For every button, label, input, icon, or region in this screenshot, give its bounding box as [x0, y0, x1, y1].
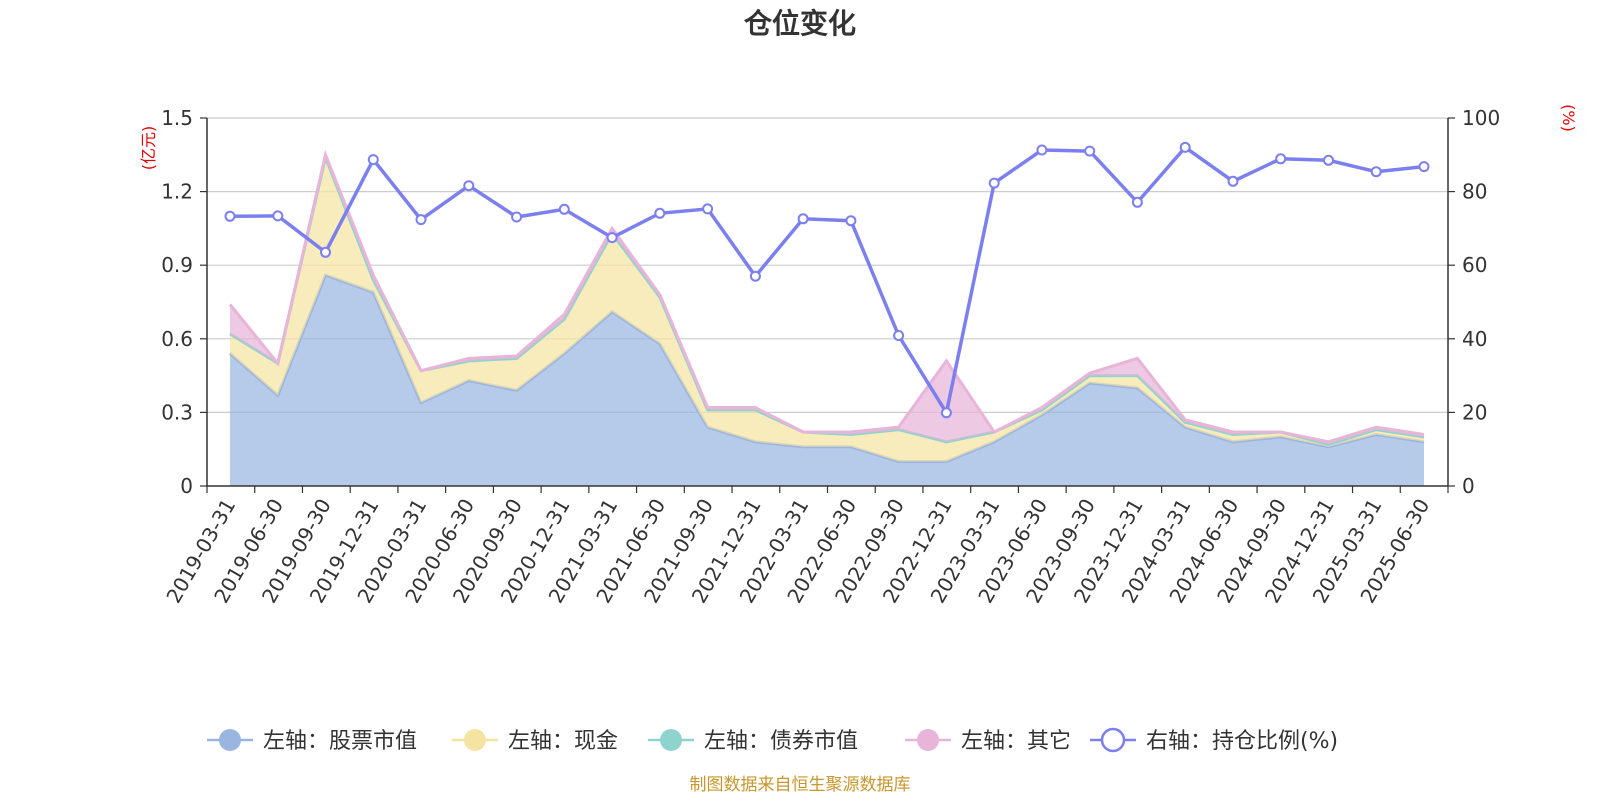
- legend-marker-icon: [1100, 727, 1126, 753]
- holding-ratio-point[interactable]: [1323, 154, 1334, 166]
- holding-ratio-point[interactable]: [606, 232, 618, 244]
- legend-label: 左轴：其它: [961, 729, 1071, 754]
- holding-ratio-point[interactable]: [367, 154, 379, 166]
- holding-ratio-point[interactable]: [1084, 145, 1096, 157]
- holding-ratio-point[interactable]: [845, 215, 857, 227]
- legend-item[interactable]: 左轴：股票市值: [207, 729, 417, 754]
- axes: 0 0.3 0.6 0.9 1.2 1.5 0 20 40 60 80 100: [161, 106, 1500, 498]
- area-fill: [230, 157, 1424, 462]
- area-fill: [230, 275, 1424, 486]
- left-axis-tick-label: 1.5: [161, 106, 193, 130]
- legend-item[interactable]: 左轴：债券市值: [648, 729, 858, 754]
- holding-ratio-line: [229, 145, 1425, 418]
- legend-item[interactable]: 左轴：现金: [452, 729, 618, 754]
- legend-item[interactable]: 右轴：持仓比例(%): [1090, 727, 1338, 754]
- right-axis-tick-label: 60: [1462, 253, 1487, 277]
- chart-legend[interactable]: 左轴：股票市值 左轴：现金 左轴：债券市值 左轴：其它 右轴：持仓比例(%): [207, 727, 1338, 754]
- right-axis-tick-label: 80: [1462, 180, 1487, 204]
- legend-marker-icon: [464, 729, 486, 751]
- area-fill: [230, 154, 1424, 445]
- holding-ratio-point[interactable]: [511, 211, 523, 223]
- holding-ratio-point[interactable]: [1179, 141, 1191, 153]
- holding-ratio-point[interactable]: [654, 207, 666, 219]
- x-axis-tick-labels: 2019-03-312019-06-302019-09-302019-12-31…: [161, 494, 1434, 607]
- legend-marker-icon: [917, 729, 939, 751]
- holding-ratio-point[interactable]: [702, 203, 714, 215]
- holding-ratio-point[interactable]: [1275, 153, 1287, 165]
- source-note: 制图数据来自恒生聚源数据库: [690, 775, 911, 795]
- chart-title: 仓位变化: [744, 7, 856, 40]
- holding-ratio-point[interactable]: [797, 213, 809, 225]
- holding-ratio-point[interactable]: [1227, 175, 1239, 187]
- right-axis-tick-label: 100: [1462, 106, 1500, 130]
- right-axis-tick-label: 40: [1462, 327, 1487, 351]
- left-axis-tick-label: 0.9: [161, 253, 193, 277]
- legend-label: 右轴：持仓比例(%): [1146, 729, 1338, 754]
- holding-ratio-point[interactable]: [558, 203, 570, 215]
- holding-ratio-point[interactable]: [1418, 161, 1430, 173]
- legend-item[interactable]: 左轴：其它: [905, 729, 1071, 754]
- grid-lines: [207, 117, 1448, 413]
- holding-ratio-point[interactable]: [1131, 196, 1143, 208]
- holding-ratio-point[interactable]: [272, 210, 284, 222]
- legend-marker-icon: [660, 729, 682, 751]
- holding-ratio-point[interactable]: [463, 180, 475, 192]
- holding-ratio-point[interactable]: [1036, 144, 1048, 156]
- holding-ratio-point[interactable]: [415, 214, 427, 226]
- right-axis-tick-label: 20: [1462, 400, 1487, 424]
- left-axis-tick-label: 1.2: [161, 180, 193, 204]
- holding-ratio-point[interactable]: [749, 270, 761, 282]
- legend-marker-icon: [219, 729, 241, 751]
- left-axis-tick-label: 0.3: [161, 400, 193, 424]
- stacked-area-layer: [228, 149, 1425, 486]
- legend-label: 左轴：债券市值: [704, 729, 858, 754]
- holding-ratio-point[interactable]: [940, 407, 952, 419]
- legend-label: 左轴：现金: [508, 729, 618, 754]
- holding-ratio-point[interactable]: [988, 177, 1000, 189]
- left-axis-tick-label: 0: [180, 474, 193, 498]
- holding-ratio-line-layer: [224, 141, 1430, 419]
- left-axis-tick-label: 0.6: [161, 327, 193, 351]
- right-axis-unit: (%): [1559, 104, 1578, 132]
- holding-ratio-point[interactable]: [320, 246, 331, 258]
- area-top-line: [228, 149, 1425, 444]
- legend-label: 左轴：股票市值: [263, 729, 417, 754]
- holding-ratio-point[interactable]: [224, 210, 236, 222]
- right-axis-tick-label: 0: [1462, 474, 1475, 498]
- holding-ratio-point[interactable]: [893, 330, 905, 341]
- holding-ratio-point[interactable]: [1370, 166, 1382, 178]
- left-axis-unit: (亿元): [139, 126, 158, 171]
